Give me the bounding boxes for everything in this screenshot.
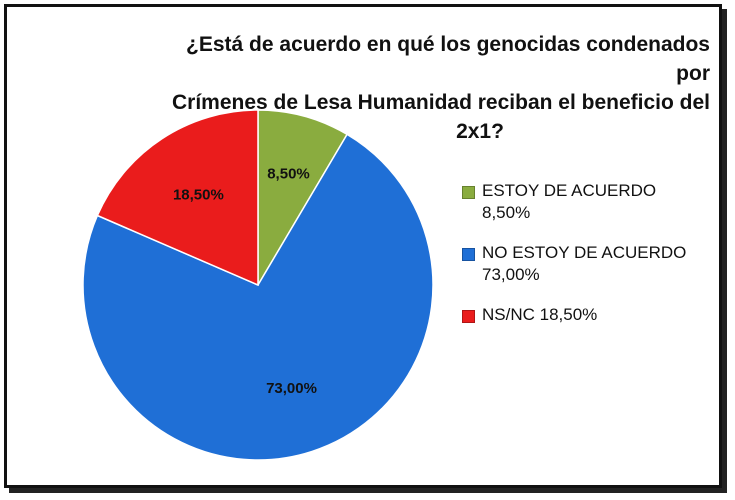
pie-labels: 8,50% 73,00% 18,50% [173, 166, 317, 398]
legend: ESTOY DE ACUERDO 8,50% NO ESTOY DE ACUER… [462, 180, 712, 344]
pie-slices [82, 109, 434, 461]
chart-title-line-3: 2x1? [456, 120, 504, 143]
legend-swatch-agree [462, 186, 475, 199]
legend-value-disagree: 73,00% [482, 265, 540, 284]
pie-slice-agree [257, 109, 349, 288]
slice-label-agree: 8,50% [267, 166, 310, 183]
legend-swatch-disagree [462, 248, 475, 261]
legend-value-agree: 8,50% [482, 203, 531, 222]
pie-slice-nsnc [96, 109, 259, 287]
slice-label-nsnc: 18,50% [173, 186, 224, 203]
legend-label-nsnc: NS/NC 18,50% [482, 305, 598, 324]
pie-slice-disagree [82, 133, 434, 461]
slice-label-disagree: 73,00% [266, 380, 317, 397]
legend-swatch-nsnc [462, 310, 475, 323]
legend-item-agree: ESTOY DE ACUERDO 8,50% [462, 180, 712, 224]
chart-title: ¿Está de acuerdo en qué los genocidas co… [150, 30, 710, 146]
legend-label-disagree: NO ESTOY DE ACUERDO [482, 243, 687, 262]
legend-item-nsnc: NS/NC 18,50% [462, 304, 712, 326]
chart-title-line-2: Crímenes de Lesa Humanidad reciban el be… [171, 91, 710, 114]
chart-title-line-1: ¿Está de acuerdo en qué los genocidas co… [186, 33, 710, 85]
legend-item-disagree: NO ESTOY DE ACUERDO 73,00% [462, 242, 712, 286]
legend-label-agree: ESTOY DE ACUERDO [482, 181, 657, 200]
